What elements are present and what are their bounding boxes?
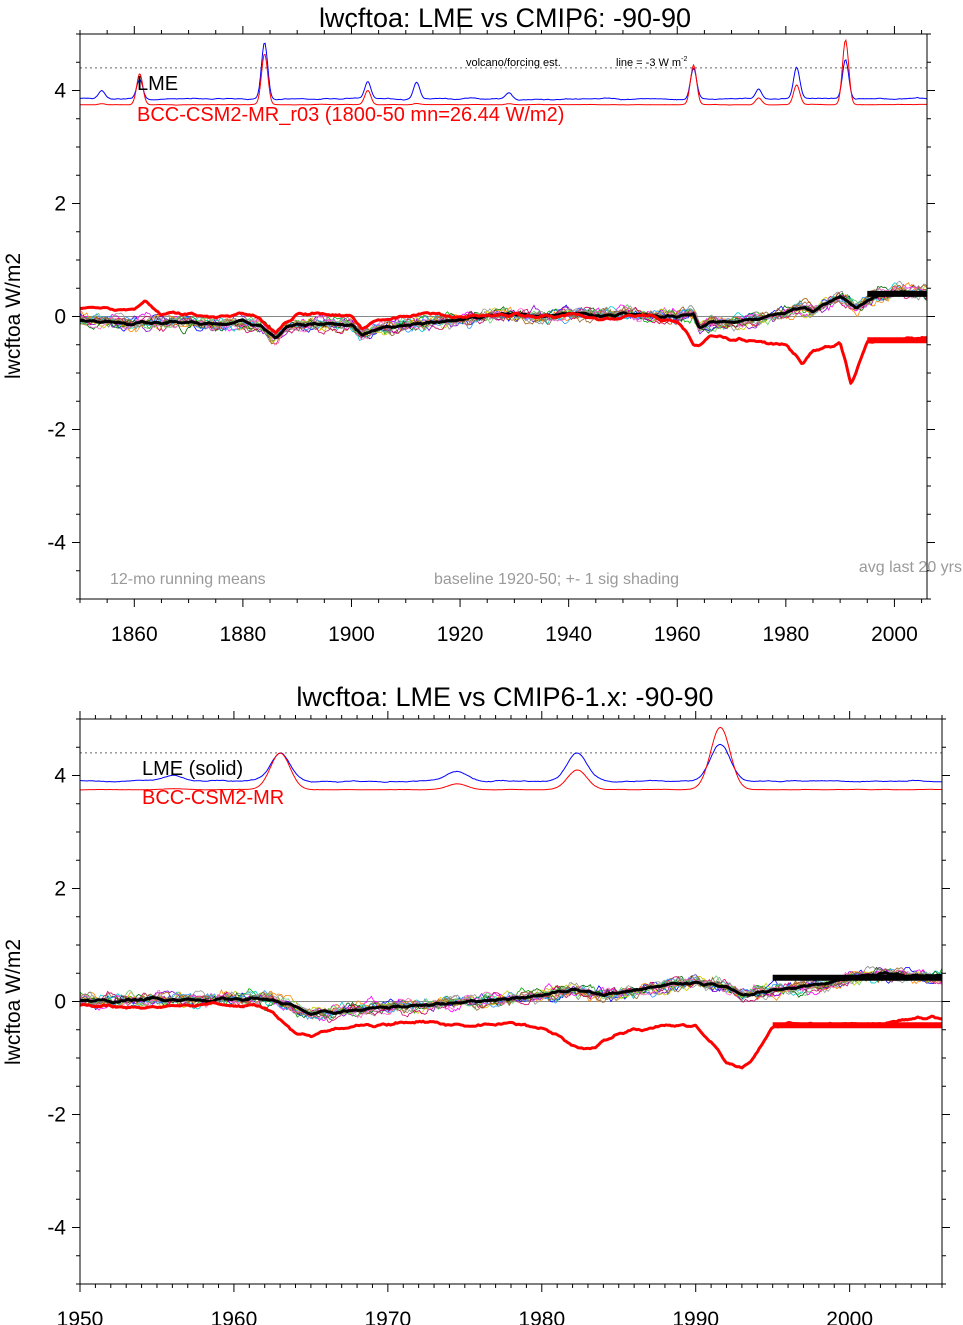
y-tick-label: 4 (54, 765, 66, 788)
chart-title: lwcftoa: LME vs CMIP6: -90-90 (319, 3, 691, 33)
baseline-note: baseline 1920-50; +- 1 sig shading (434, 571, 679, 588)
series-line-bcc (79, 1001, 943, 1070)
y-tick-label: -2 (47, 1104, 66, 1127)
y-tick-label: 0 (54, 991, 66, 1014)
x-tick-label: 1900 (328, 623, 375, 646)
y-tick-label: 4 (54, 80, 66, 103)
y-tick-label: -4 (47, 532, 66, 555)
x-tick-label: 1880 (220, 623, 267, 646)
x-tick-label: 1960 (654, 623, 701, 646)
forcing-curve-blue (79, 743, 943, 783)
chart-title: lwcftoa: LME vs CMIP6-1.x: -90-90 (296, 682, 713, 712)
x-tick-label: 2000 (826, 1308, 873, 1325)
y-axis-label: lwcftoa W/m2 (2, 939, 25, 1065)
x-tick-label: 1940 (545, 623, 592, 646)
legend-entry-bcc: BCC-CSM2-MR (142, 787, 284, 809)
y-tick-label: 2 (54, 878, 66, 901)
x-tick-label: 1950 (57, 1308, 104, 1325)
forcing-curve-red (80, 38, 927, 106)
ensemble-member-line (79, 970, 943, 1016)
ensemble-member-line (79, 285, 928, 339)
y-tick-label: 2 (54, 193, 66, 216)
legend-entry-lme: LME (137, 73, 178, 95)
y-tick-label: -4 (47, 1217, 66, 1240)
series-line-lme (79, 971, 943, 1016)
x-tick-label: 1960 (211, 1308, 258, 1325)
x-tick-label: 1980 (518, 1308, 565, 1325)
ensemble-member-line (79, 969, 943, 1016)
legend-entry-bcc: BCC-CSM2-MR_r03 (1800-50 mn=26.44 W/m2) (137, 104, 564, 126)
x-tick-label: 1860 (111, 623, 158, 646)
x-tick-label: 1970 (364, 1308, 411, 1325)
x-tick-label: 1920 (437, 623, 484, 646)
avg-last-note: avg last 20 yrs (859, 559, 962, 576)
volcano-label: volcano/forcing est. (466, 57, 561, 69)
ensemble-member-line (79, 288, 928, 340)
series-line-bcc (79, 299, 928, 385)
legend-entry-lme: LME (solid) (142, 758, 243, 780)
panel-bottom: lwcftoa: LME vs CMIP6-1.x: -90-90 lwcfto… (2, 682, 950, 1325)
panel-top: lwcftoa: LME vs CMIP6: -90-90 lwcftoa W/… (2, 3, 962, 646)
forcing-curve-blue (79, 42, 928, 101)
line-label: line = -3 W m-2 (616, 56, 687, 69)
y-tick-label: -2 (47, 419, 66, 442)
x-tick-label: 1990 (672, 1308, 719, 1325)
ensemble-member-line (79, 965, 943, 1017)
forcing-curve-red (80, 726, 942, 791)
running-means-note: 12-mo running means (110, 571, 266, 588)
x-tick-label: 2000 (871, 623, 918, 646)
x-tick-label: 1980 (762, 623, 809, 646)
y-axis-label: lwcftoa W/m2 (2, 253, 25, 379)
y-tick-label: 0 (54, 306, 66, 329)
